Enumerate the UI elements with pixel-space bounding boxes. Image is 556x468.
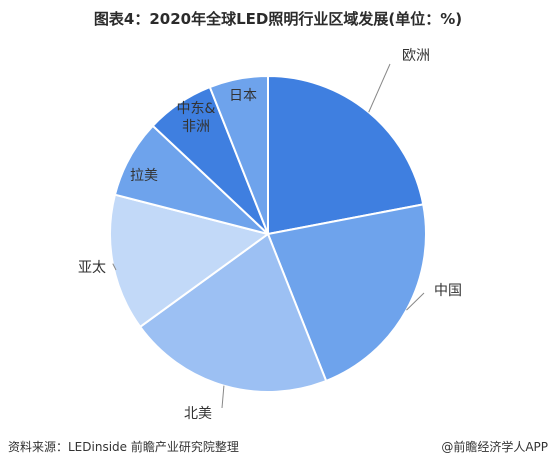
label-leader-line bbox=[406, 292, 425, 311]
source-note: 资料来源：LEDinside 前瞻产业研究院整理 bbox=[8, 440, 239, 454]
slice-label: 中东&非洲 bbox=[177, 101, 216, 135]
slice-label: 中国 bbox=[434, 283, 462, 299]
slice-label: 亚太 bbox=[78, 260, 106, 276]
slice-label: 日本 bbox=[229, 88, 257, 104]
label-leader-line bbox=[112, 263, 117, 271]
label-leader-line bbox=[221, 385, 225, 409]
slice-label: 北美 bbox=[184, 406, 212, 422]
chart-title: 图表4：2020年全球LED照明行业区域发展(单位：%) bbox=[93, 10, 463, 28]
slice-label: 拉美 bbox=[130, 168, 158, 184]
pie-slice bbox=[208, 74, 269, 235]
pie-slice bbox=[267, 74, 425, 236]
pie-slice bbox=[266, 203, 427, 383]
pie-slice bbox=[109, 193, 271, 329]
label-leader-line bbox=[368, 63, 391, 113]
brand-note: @前瞻经济学人APP bbox=[441, 440, 548, 454]
slice-label: 欧洲 bbox=[402, 48, 430, 64]
